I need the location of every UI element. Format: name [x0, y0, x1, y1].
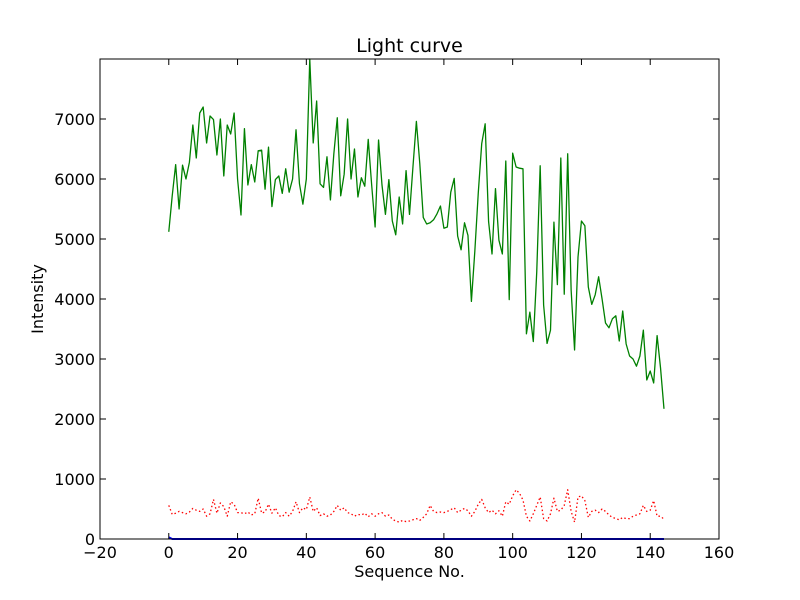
- x-axis-label: Sequence No.: [354, 562, 465, 581]
- y-tick-label: 5000: [54, 230, 95, 249]
- x-tick-label: 60: [365, 543, 385, 562]
- y-tick-label: 1000: [54, 470, 95, 489]
- x-tick-label: 160: [704, 543, 735, 562]
- x-tick-label: 80: [434, 543, 454, 562]
- x-tick-label: 20: [227, 543, 247, 562]
- y-tick-label: 7000: [54, 110, 95, 129]
- plot-area: −20 0 20 40 60 80 100 120 140 1600100020003000400…: [54, 58, 734, 562]
- y-tick-label: 0: [85, 530, 95, 549]
- x-tick-label: 100: [497, 543, 528, 562]
- x-tick-label: 140: [635, 543, 666, 562]
- y-tick-label: 4000: [54, 290, 95, 309]
- chart-title: Light curve: [356, 35, 463, 57]
- ticks-layer: −20 0 20 40 60 80 100 120 140 1600100020003000400…: [54, 59, 734, 562]
- series-line-2: [168, 489, 665, 523]
- x-tick-label: 0: [164, 543, 174, 562]
- y-tick-label: 6000: [54, 170, 95, 189]
- y-tick-label: 2000: [54, 410, 95, 429]
- x-tick-label: 40: [296, 543, 316, 562]
- x-tick-label: 120: [566, 543, 597, 562]
- series-line-1: [168, 58, 665, 409]
- y-tick-label: 3000: [54, 350, 95, 369]
- x-tick-label: −20: [83, 543, 117, 562]
- y-axis-label: Intensity: [28, 264, 47, 334]
